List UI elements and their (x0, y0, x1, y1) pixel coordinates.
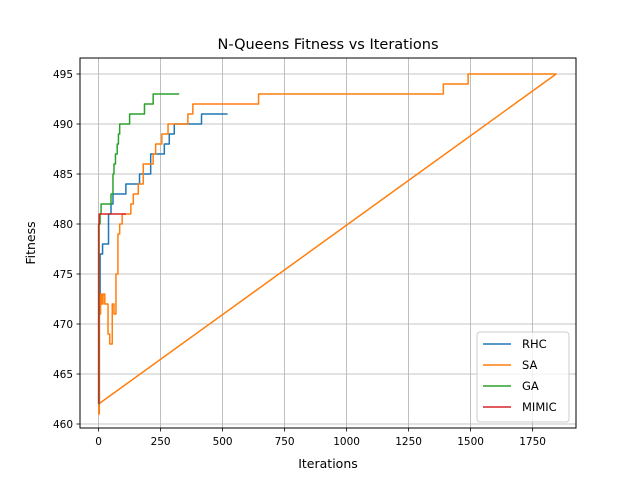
y-tick-label: 485 (53, 169, 73, 181)
x-tick-label: 1250 (395, 436, 422, 448)
legend-label-sa: SA (522, 358, 538, 372)
x-tick-label: 1500 (457, 436, 484, 448)
series-line-mimic (97, 213, 126, 404)
y-tick-label: 480 (53, 219, 73, 231)
x-tick-label: 750 (275, 436, 295, 448)
x-tick-label: 1750 (519, 436, 546, 448)
series-lines (97, 73, 557, 415)
x-tick-label: 500 (213, 436, 233, 448)
y-axis-label: Fitness (23, 221, 38, 264)
y-tick-label: 495 (53, 69, 73, 81)
legend-label-mimic: MIMIC (522, 400, 557, 414)
legend-label-ga: GA (522, 379, 539, 393)
y-tick-label: 475 (53, 269, 73, 281)
x-tick-label: 0 (95, 436, 102, 448)
x-axis-label: Iterations (298, 456, 358, 471)
legend-box (476, 331, 570, 423)
legend-label-rhc: RHC (522, 337, 547, 351)
y-axis-ticks: 460 465 470 475 480 485 490 495 (53, 69, 80, 431)
y-tick-label: 490 (53, 119, 73, 131)
y-tick-label: 460 (53, 419, 73, 431)
x-axis-ticks: 0 250 500 750 1000 1250 1500 1750 (95, 428, 546, 448)
plot-frame (79, 57, 577, 429)
series-line-rhc (98, 113, 228, 405)
y-tick-label: 465 (53, 369, 73, 381)
chart-title: N-Queens Fitness vs Iterations (217, 37, 438, 53)
x-tick-label: 1000 (333, 436, 360, 448)
x-tick-label: 250 (151, 436, 171, 448)
legend: RHC SA GA MIMIC (476, 331, 570, 423)
y-tick-label: 470 (53, 319, 73, 331)
